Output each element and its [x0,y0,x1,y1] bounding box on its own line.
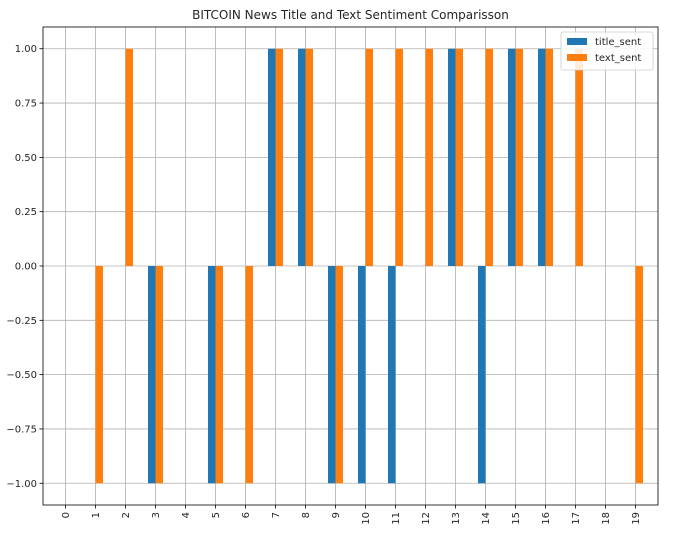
x-tick-label: 6 [241,512,252,518]
legend-label-title_sent: title_sent [595,37,641,48]
x-tick-label: 3 [151,512,162,518]
legend-swatch-title_sent [567,38,587,45]
bar-text_sent-19 [635,266,643,484]
bar-text_sent-17 [575,48,583,267]
x-tick-label: 19 [631,512,642,525]
x-tick-label: 10 [361,512,372,525]
bar-title_sent-11 [388,266,396,484]
bar-text_sent-13 [455,48,463,267]
y-tick-label: 1.00 [15,44,37,55]
y-tick-label: −0.50 [6,370,37,381]
legend-swatch-text_sent [567,54,587,61]
bar-title_sent-9 [328,266,336,484]
x-tick-label: 7 [271,512,282,518]
x-tick-label: 18 [601,512,612,525]
bar-title_sent-10 [358,266,366,484]
bar-text_sent-1 [95,266,103,484]
legend-label-text_sent: text_sent [595,53,641,64]
y-tick-label: 0.25 [15,207,37,218]
y-axis: −1.00 −0.75 −0.50 −0.25 0.00 0.25 0.50 0.75 1.00 [6,44,43,490]
bar-title_sent-14 [478,266,486,484]
legend: title_sent text_sent [560,31,654,71]
x-axis: 0 1 2 3 4 5 6 7 8 9 10 11 12 13 14 15 16 17 18 19 [61,505,642,525]
chart-title: BITCOIN News Title and Text Sentiment Co… [192,8,509,22]
bar-text_sent-12 [425,48,433,267]
bar-text_sent-2 [125,48,133,267]
bar-title_sent-7 [268,48,276,267]
bars [95,48,643,484]
x-tick-label: 11 [391,512,402,525]
y-tick-label: 0.00 [15,262,37,273]
grid [43,27,658,505]
x-tick-label: 14 [481,512,492,525]
x-tick-label: 16 [541,512,552,525]
x-tick-label: 4 [181,512,192,518]
y-tick-label: −0.75 [6,424,37,435]
bar-text_sent-6 [245,266,253,484]
bar-title_sent-5 [208,266,216,484]
x-tick-label: 5 [211,512,222,518]
bar-title_sent-13 [448,48,456,267]
bar-title_sent-3 [148,266,156,484]
y-tick-label: 0.50 [15,153,37,164]
bar-text_sent-8 [305,48,313,267]
x-tick-label: 2 [121,512,132,518]
bar-title_sent-15 [508,48,516,267]
bar-text_sent-10 [365,48,373,267]
bar-title_sent-8 [298,48,306,267]
bar-text_sent-7 [275,48,283,267]
bar-title_sent-16 [538,48,546,267]
x-tick-label: 9 [331,512,342,518]
bar-text_sent-15 [515,48,523,267]
x-tick-label: 12 [421,512,432,525]
bar-text_sent-14 [485,48,493,267]
x-tick-label: 8 [301,512,312,518]
x-tick-label: 15 [511,512,522,525]
x-tick-label: 17 [571,512,582,525]
y-tick-label: 0.75 [15,99,37,110]
y-tick-label: −0.25 [6,316,37,327]
bar-text_sent-9 [335,266,343,484]
x-tick-label: 1 [91,512,102,518]
bar-text_sent-3 [155,266,163,484]
bar-text_sent-5 [215,266,223,484]
x-tick-label: 0 [61,512,72,518]
x-tick-label: 13 [451,512,462,525]
bar-text_sent-11 [395,48,403,267]
bar-text_sent-16 [545,48,553,267]
y-tick-label: −1.00 [6,479,37,490]
